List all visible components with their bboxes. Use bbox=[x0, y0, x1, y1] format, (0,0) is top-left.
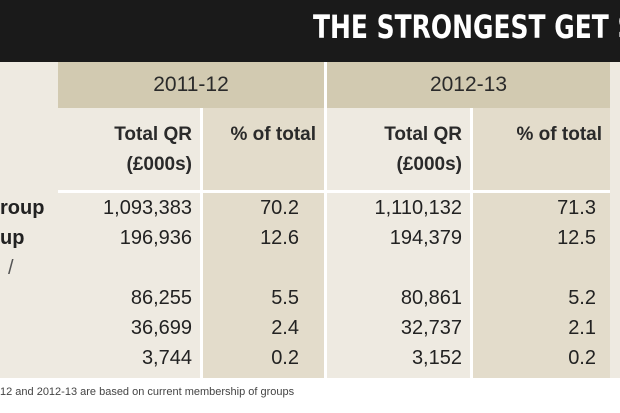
year-header-2012-13: 2012-13 bbox=[327, 62, 610, 108]
value-2012: 194,379 bbox=[389, 227, 462, 249]
header-total-2012: Total QR (£000s) bbox=[327, 108, 470, 190]
col-total-2012-bg bbox=[327, 193, 470, 378]
header-total-label: Total QR bbox=[114, 124, 192, 145]
page-title: THE STRONGEST GET STR bbox=[313, 8, 620, 46]
year-label: 2012-13 bbox=[429, 73, 508, 96]
value-2011: 196,936 bbox=[119, 227, 192, 249]
value-2011: 86,255 bbox=[130, 287, 192, 309]
header-pct-2011: % of total bbox=[203, 108, 324, 190]
header-total-2011: Total QR (£000s) bbox=[58, 108, 200, 190]
value-2012: 1,110,132 bbox=[374, 197, 463, 219]
pct-2012: 71.3 bbox=[557, 197, 596, 219]
row-label: up bbox=[0, 227, 25, 249]
header-pct-label: % of total bbox=[230, 124, 317, 145]
pct-2011: 12.6 bbox=[260, 227, 299, 249]
col-pct-2011-bg bbox=[203, 193, 324, 378]
row-label: roup bbox=[0, 197, 45, 219]
value-2011: 1,093,383 bbox=[103, 197, 192, 219]
value-2012: 32,737 bbox=[400, 317, 462, 339]
pct-2011: 2.4 bbox=[271, 317, 299, 339]
year-header-2011-12: 2011-12 bbox=[58, 62, 324, 108]
value-2012: 3,152 bbox=[411, 347, 462, 369]
pct-2012: 12.5 bbox=[557, 227, 596, 249]
pct-2011: 5.5 bbox=[271, 287, 299, 309]
title-banner: THE STRONGEST GET STR bbox=[0, 0, 620, 62]
pct-2012: 5.2 bbox=[568, 287, 596, 309]
header-total-unit: (£000s) bbox=[126, 154, 193, 175]
value-2012: 80,861 bbox=[400, 287, 462, 309]
label-column-bg bbox=[0, 62, 58, 378]
col-pct-2012-bg bbox=[473, 193, 610, 378]
header-pct-2012: % of total bbox=[473, 108, 610, 190]
col-total-2011-bg bbox=[58, 193, 200, 378]
pct-2011: 70.2 bbox=[260, 197, 299, 219]
value-2011: 36,699 bbox=[130, 317, 192, 339]
header-total-label: Total QR bbox=[384, 124, 462, 145]
right-edge-bg bbox=[610, 62, 620, 378]
pct-2011: 0.2 bbox=[271, 347, 299, 369]
stray-mark: / bbox=[8, 257, 14, 279]
pct-2012: 0.2 bbox=[568, 347, 596, 369]
year-label: 2011-12 bbox=[153, 73, 229, 96]
header-pct-label: % of total bbox=[516, 124, 603, 145]
value-2011: 3,744 bbox=[141, 347, 192, 369]
pct-2012: 2.1 bbox=[568, 317, 596, 339]
header-total-unit: (£000s) bbox=[396, 154, 463, 175]
footnote: 12 and 2012-13 are based on current memb… bbox=[0, 386, 295, 398]
